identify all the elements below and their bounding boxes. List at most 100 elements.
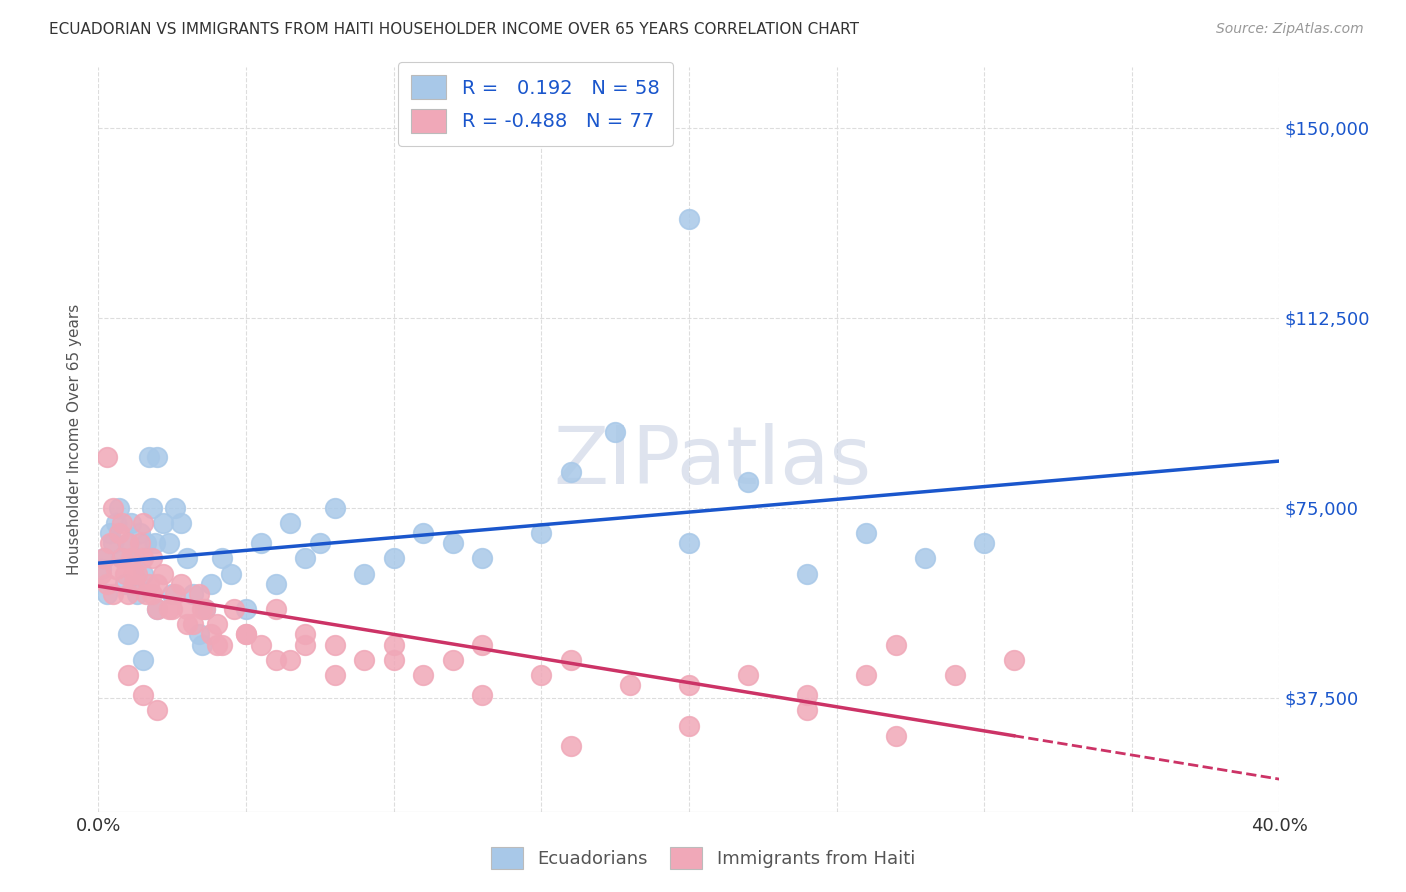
Point xyxy=(141,551,163,566)
Point xyxy=(117,627,139,641)
Point xyxy=(737,668,759,682)
Point xyxy=(152,516,174,530)
Point xyxy=(176,617,198,632)
Point xyxy=(96,576,118,591)
Point xyxy=(117,536,139,550)
Point xyxy=(105,516,128,530)
Point xyxy=(108,526,131,541)
Point xyxy=(105,561,128,575)
Point xyxy=(125,566,148,581)
Point xyxy=(181,587,204,601)
Point xyxy=(128,536,150,550)
Point xyxy=(1002,653,1025,667)
Text: Source: ZipAtlas.com: Source: ZipAtlas.com xyxy=(1216,22,1364,37)
Point xyxy=(103,587,125,601)
Point xyxy=(382,551,405,566)
Point xyxy=(120,516,142,530)
Point xyxy=(162,587,183,601)
Point xyxy=(530,668,553,682)
Point xyxy=(471,638,494,652)
Point xyxy=(471,688,494,702)
Point xyxy=(132,653,155,667)
Point xyxy=(382,653,405,667)
Point xyxy=(280,653,302,667)
Point xyxy=(884,638,907,652)
Point xyxy=(128,526,150,541)
Point xyxy=(678,536,700,550)
Point xyxy=(205,617,228,632)
Point xyxy=(90,561,112,575)
Point xyxy=(117,587,139,601)
Point xyxy=(309,536,332,550)
Legend: Ecuadorians, Immigrants from Haiti: Ecuadorians, Immigrants from Haiti xyxy=(482,838,924,879)
Point xyxy=(353,653,375,667)
Point xyxy=(605,425,627,439)
Point xyxy=(132,516,155,530)
Point xyxy=(737,475,759,490)
Point xyxy=(221,566,243,581)
Point xyxy=(200,627,222,641)
Point xyxy=(93,551,115,566)
Point xyxy=(138,576,160,591)
Point xyxy=(194,602,217,616)
Point xyxy=(120,551,142,566)
Point xyxy=(250,638,273,652)
Point xyxy=(678,718,700,732)
Point xyxy=(181,617,204,632)
Point xyxy=(471,551,494,566)
Point xyxy=(125,587,148,601)
Point xyxy=(191,638,214,652)
Point xyxy=(132,551,155,566)
Point xyxy=(264,653,287,667)
Point xyxy=(143,536,166,550)
Point xyxy=(117,536,139,550)
Point xyxy=(138,450,160,464)
Point xyxy=(211,638,233,652)
Point xyxy=(678,678,700,692)
Point xyxy=(560,739,582,753)
Point xyxy=(111,551,134,566)
Point xyxy=(323,500,346,515)
Point xyxy=(108,500,131,515)
Point xyxy=(884,729,907,743)
Point xyxy=(264,576,287,591)
Point xyxy=(235,627,257,641)
Point xyxy=(114,576,136,591)
Point xyxy=(111,516,134,530)
Point xyxy=(855,668,877,682)
Point xyxy=(165,587,187,601)
Point xyxy=(146,703,169,717)
Point xyxy=(187,627,209,641)
Point xyxy=(796,688,818,702)
Point xyxy=(353,566,375,581)
Point xyxy=(122,551,145,566)
Point xyxy=(111,551,134,566)
Point xyxy=(441,536,464,550)
Point xyxy=(146,602,169,616)
Y-axis label: Householder Income Over 65 years: Householder Income Over 65 years xyxy=(67,303,83,575)
Point xyxy=(280,516,302,530)
Point xyxy=(132,566,155,581)
Point xyxy=(973,536,995,550)
Point xyxy=(103,536,125,550)
Point xyxy=(560,465,582,479)
Point xyxy=(294,551,316,566)
Point xyxy=(323,668,346,682)
Point xyxy=(441,653,464,667)
Point xyxy=(98,536,121,550)
Point xyxy=(157,602,180,616)
Point xyxy=(796,566,818,581)
Point xyxy=(224,602,246,616)
Point xyxy=(93,551,115,566)
Point xyxy=(146,450,169,464)
Point xyxy=(122,566,145,581)
Point xyxy=(162,602,183,616)
Point xyxy=(141,587,163,601)
Point xyxy=(678,211,700,226)
Point xyxy=(117,668,139,682)
Point xyxy=(855,526,877,541)
Point xyxy=(530,526,553,541)
Point xyxy=(294,638,316,652)
Point xyxy=(135,587,157,601)
Point xyxy=(122,576,145,591)
